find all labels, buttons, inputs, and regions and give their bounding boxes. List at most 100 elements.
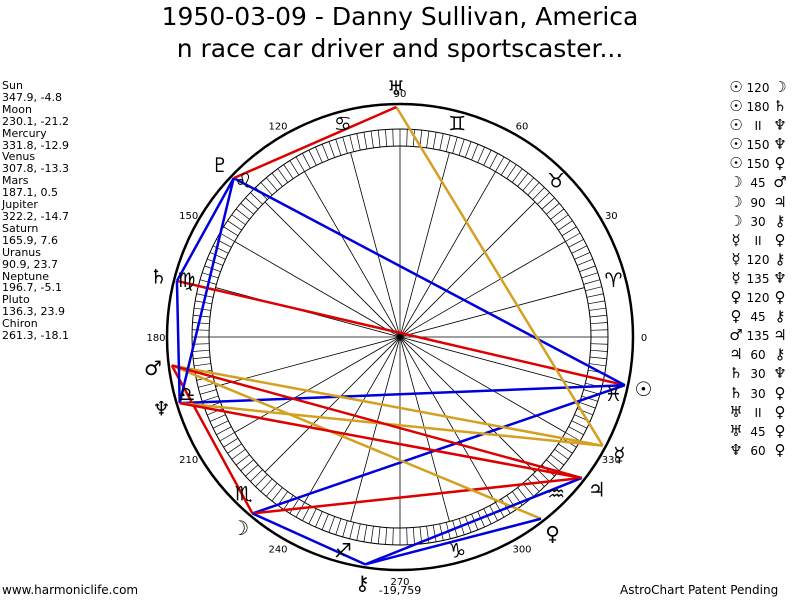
aspect-line bbox=[171, 364, 542, 520]
aspect-row: ☉ 120 ☽ bbox=[727, 78, 789, 97]
degree-tick bbox=[590, 322, 608, 325]
planet-mars-icon: ♂ bbox=[144, 356, 162, 380]
degree-tick bbox=[527, 478, 540, 492]
degree-label: 210 bbox=[179, 455, 198, 466]
degree-label: 180 bbox=[146, 333, 165, 344]
degree-label: 300 bbox=[512, 544, 531, 555]
degree-tick bbox=[328, 516, 336, 533]
degree-tick bbox=[561, 226, 577, 237]
degree-tick bbox=[321, 513, 329, 530]
aspect-planet-1-glyph: ♄ bbox=[729, 383, 743, 402]
degree-tick bbox=[240, 459, 254, 471]
aspect-line bbox=[171, 364, 603, 447]
aspect-line bbox=[364, 517, 542, 566]
degree-label: 90 bbox=[394, 89, 407, 100]
degree-tick bbox=[568, 426, 584, 435]
aspect-line bbox=[252, 384, 626, 515]
chart-title-line-2: n race car driver and sportscaster... bbox=[176, 34, 624, 63]
degree-tick bbox=[219, 432, 235, 442]
aspect-angle: 135 bbox=[746, 329, 770, 344]
aspect-line bbox=[175, 280, 181, 404]
aspect-line bbox=[233, 176, 626, 387]
degree-tick bbox=[271, 487, 283, 502]
aspect-planet-1-glyph: ♆ bbox=[729, 440, 743, 459]
planet-coords-moon: 230.1, -21.2 bbox=[2, 114, 69, 128]
aspect-angle: 30 bbox=[750, 214, 766, 229]
aspect-row: ♄ 30 ♀ bbox=[727, 384, 789, 403]
degree-tick bbox=[335, 139, 342, 156]
degree-tick bbox=[308, 508, 317, 525]
degree-tick bbox=[464, 141, 472, 158]
aspect-line bbox=[176, 279, 626, 387]
website-footer: www.harmoniclife.com bbox=[2, 583, 139, 597]
degree-tick bbox=[517, 487, 529, 502]
aspect-row: ☉ 180 ♄ bbox=[727, 97, 789, 116]
planet-chiron-icon: ⚷ bbox=[355, 571, 370, 595]
aspect-planet-1-glyph: ☽ bbox=[729, 192, 743, 211]
degree-tick bbox=[537, 469, 550, 482]
degree-tick bbox=[527, 182, 540, 196]
planet-name-mars: Mars bbox=[2, 174, 29, 188]
degree-tick bbox=[445, 135, 451, 152]
aspect-planet-2-glyph: ♃ bbox=[773, 192, 787, 211]
degree-tick bbox=[223, 437, 239, 448]
aspect-planet-2-glyph: ♀ bbox=[774, 230, 786, 249]
degree-tick bbox=[550, 454, 565, 466]
aspect-angle: 30 bbox=[750, 386, 766, 401]
planet-coords-mercury: 331.8, -12.9 bbox=[2, 138, 69, 152]
degree-tick bbox=[266, 177, 278, 191]
degree-tick bbox=[260, 478, 273, 492]
degree-tick bbox=[212, 420, 229, 429]
aspect-row: ♅ 45 ♀ bbox=[727, 422, 789, 441]
degree-tick bbox=[289, 498, 300, 514]
degree-tick bbox=[231, 448, 246, 460]
degree-tick bbox=[245, 197, 259, 210]
planet-coords-sun: 347.9, -4.8 bbox=[2, 90, 62, 104]
degree-tick bbox=[541, 197, 555, 210]
aspect-planet-2-glyph: ⚷ bbox=[774, 345, 786, 364]
degree-tick bbox=[302, 153, 311, 169]
degree-tick bbox=[192, 329, 210, 331]
degree-tick bbox=[385, 527, 388, 545]
aspect-angle: 30 bbox=[750, 367, 766, 382]
degree-tick bbox=[227, 443, 242, 454]
degree-tick bbox=[231, 214, 246, 226]
degree-tick bbox=[439, 133, 444, 151]
degree-tick bbox=[537, 192, 550, 205]
degree-tick bbox=[202, 395, 219, 402]
degree-tick bbox=[283, 164, 294, 179]
degree-tick bbox=[209, 252, 226, 260]
aspect-line bbox=[179, 383, 625, 405]
degree-tick bbox=[517, 172, 529, 187]
degree-label: 240 bbox=[268, 544, 287, 555]
aspect-row: ☽ 45 ♂ bbox=[727, 173, 789, 192]
aspect-angle: 120 bbox=[746, 252, 770, 267]
degree-tick bbox=[207, 258, 224, 266]
aspect-planet-1-glyph: ♀ bbox=[730, 307, 742, 326]
planet-list: Sun 347.9, -4.8 Moon 230.1, -21.2 Mercury 331… bbox=[2, 80, 69, 342]
aspect-line bbox=[171, 364, 583, 480]
degree-tick bbox=[392, 527, 394, 545]
degree-tick bbox=[546, 203, 560, 215]
degree-tick bbox=[532, 474, 545, 487]
aspect-row: ☿ II ♀ bbox=[727, 231, 789, 250]
degree-tick bbox=[342, 136, 348, 154]
degree-tick bbox=[349, 522, 355, 539]
degree-tick bbox=[370, 526, 374, 544]
planet-name-neptune: Neptune bbox=[2, 269, 50, 283]
degree-tick bbox=[471, 144, 479, 161]
planet-venus-icon: ♀ bbox=[545, 522, 560, 546]
planet-name-venus: Venus bbox=[2, 150, 36, 164]
degree-tick bbox=[489, 153, 498, 169]
planet-mercury-icon: ☿ bbox=[613, 443, 625, 467]
degree-tick bbox=[295, 502, 305, 518]
aspect-angle: 45 bbox=[750, 310, 766, 325]
degree-tick bbox=[406, 527, 408, 545]
degree-tick bbox=[392, 129, 394, 147]
degree-tick bbox=[277, 168, 289, 183]
degree-tick bbox=[315, 511, 323, 528]
degree-tick bbox=[209, 414, 226, 422]
aspect-row: ♆ 60 ♀ bbox=[727, 441, 789, 460]
planet-saturn-icon: ♄ bbox=[150, 264, 168, 288]
degree-tick bbox=[522, 177, 534, 191]
